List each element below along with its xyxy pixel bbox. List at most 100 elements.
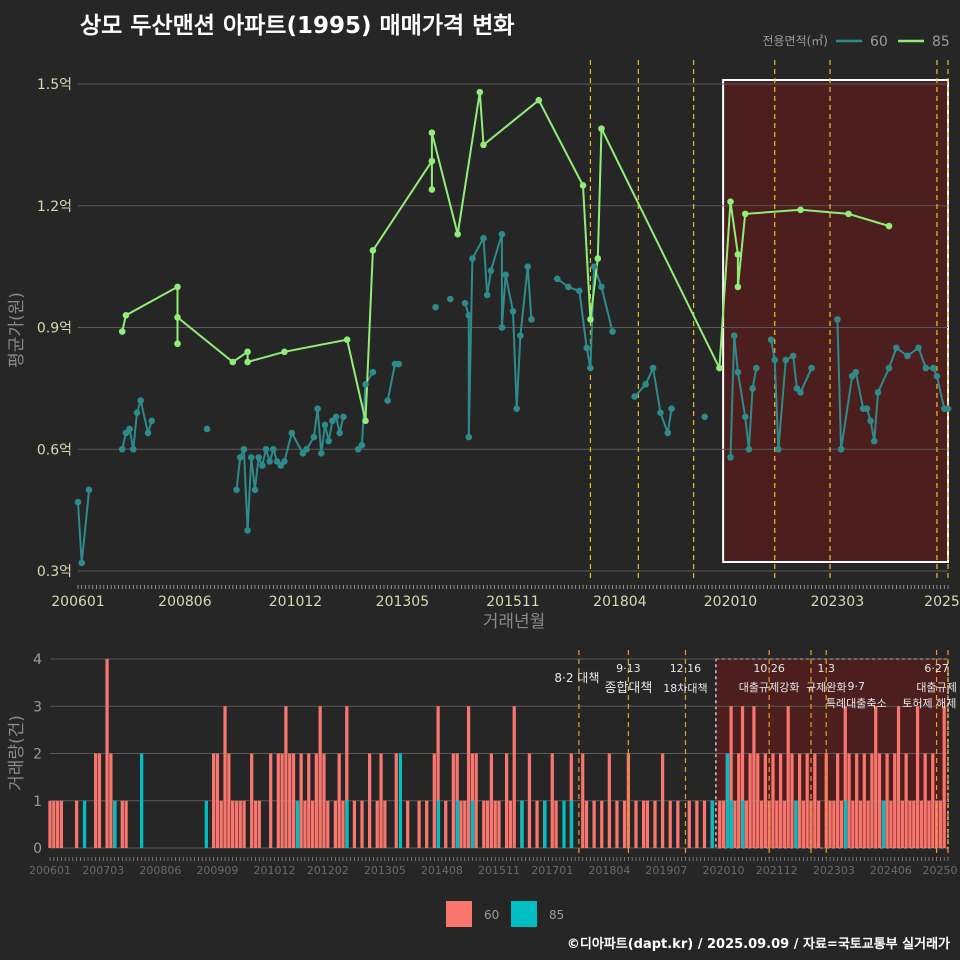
top-point-85 [343, 336, 351, 343]
top-point-85 [244, 348, 251, 356]
bottom-bar-60 [874, 706, 878, 848]
top-point-60 [251, 486, 259, 494]
bottom-bar-60 [797, 753, 802, 848]
bottom-bar-60 [482, 800, 486, 848]
bottom-bar-60 [668, 800, 672, 848]
top-point-60 [78, 559, 85, 567]
bottom-bar-60 [744, 800, 748, 848]
top-point-60 [461, 299, 469, 307]
bottom-bar-60 [912, 800, 916, 848]
bottom-bar-60 [763, 753, 767, 848]
bottom-bar-60 [687, 800, 691, 848]
bottom-bar-85 [204, 800, 208, 848]
bottom-y-tick-label: 2 [33, 747, 42, 763]
bottom-x-tick-label: 200806 [139, 864, 181, 877]
top-y-tick-label: 1.5억 [37, 77, 72, 93]
chart-title: 상모 두산맨션 아파트(1995) 매매가격 변화 [80, 13, 515, 39]
bottom-x-tick-label: 201804 [588, 864, 630, 877]
top-point-60 [502, 271, 509, 279]
bottom-x-tick-label: 201907 [645, 864, 687, 877]
top-point-60 [922, 364, 930, 372]
top-point-60 [465, 433, 473, 441]
top-point-60 [498, 324, 506, 331]
top-point-60 [749, 385, 756, 392]
annotation-date: 6·27 [924, 662, 949, 675]
top-point-85 [476, 88, 484, 96]
top-point-60 [767, 336, 775, 343]
bottom-bar-60 [748, 753, 752, 848]
top-point-60 [395, 360, 403, 368]
bottom-x-tick-label: 201012 [254, 864, 296, 877]
top-point-60 [808, 364, 815, 372]
bottom-bar-60 [360, 800, 364, 848]
bottom-bar-85 [570, 800, 574, 848]
top-point-60 [701, 413, 708, 421]
top-series-line-60 [386, 363, 399, 401]
top-x-axis-label: 거래년월 [483, 612, 546, 632]
bottom-bar-60 [740, 706, 745, 848]
bottom-bar-60 [813, 753, 817, 848]
annotation-text: 토허제 해제 [902, 696, 956, 710]
bottom-bar-60 [775, 800, 779, 848]
bottom-bar-60 [676, 800, 680, 848]
top-point-60 [358, 441, 366, 449]
legend-swatch-85 [511, 901, 537, 927]
bottom-bar-60 [843, 706, 847, 848]
bottom-bar-60 [94, 753, 98, 848]
bottom-bar-85 [710, 800, 715, 848]
top-point-60 [564, 283, 572, 291]
top-point-60 [513, 405, 520, 412]
bottom-bar-60 [314, 753, 318, 848]
top-point-60 [203, 425, 211, 433]
top-point-60 [233, 486, 240, 494]
bottom-bar-60 [855, 753, 859, 848]
bottom-bar-85 [82, 800, 87, 848]
annotation-date: 10·26 [753, 662, 785, 675]
bottom-bar-60 [489, 753, 494, 848]
top-y-tick-label: 0.3억 [37, 564, 72, 580]
bottom-bar-60 [817, 800, 821, 848]
bottom-bar-60 [463, 800, 467, 848]
bottom-policy-layer [578, 650, 949, 858]
bottom-bar-85 [882, 800, 886, 848]
bottom-bar-60 [345, 706, 349, 848]
top-x-tick-label: 201305 [376, 594, 429, 610]
top-point-60 [598, 283, 605, 291]
bottom-bar-60 [508, 800, 513, 848]
bottom-bar-60 [432, 753, 436, 848]
top-point-60 [332, 413, 340, 421]
top-point-60 [384, 397, 391, 404]
bottom-bar-60 [695, 800, 699, 848]
top-point-60 [944, 405, 952, 412]
bottom-bar-85 [562, 800, 566, 848]
bottom-bar-60 [885, 753, 889, 848]
annotation-text: 종합대책 [604, 681, 652, 696]
top-point-85 [716, 364, 723, 372]
bottom-bar-60 [600, 800, 604, 848]
top-point-60 [797, 389, 804, 396]
bottom-bar-60 [436, 706, 440, 848]
bottom-bar-60 [231, 800, 235, 848]
top-point-60 [266, 458, 273, 465]
bottom-x-tick-label: 201511 [478, 864, 520, 877]
top-point-60 [609, 328, 616, 335]
top-point-85 [734, 251, 742, 258]
bottom-bar-60 [527, 753, 532, 848]
bottom-bar-85 [726, 753, 730, 848]
bottom-x-tick-label: 202303 [813, 864, 855, 877]
bottom-bar-60 [554, 800, 558, 848]
bottom-bar-60 [48, 800, 52, 848]
top-point-60 [893, 344, 900, 352]
top-point-60 [432, 303, 439, 311]
annotation-text: 18차대책 [663, 682, 707, 695]
bottom-bar-60 [238, 800, 242, 848]
bottom-x-tick-label: 200909 [196, 864, 238, 877]
top-point-60 [649, 364, 657, 372]
bottom-bar-85 [345, 800, 349, 848]
bottom-bar-60 [288, 753, 292, 848]
top-x-tick-label: 201511 [486, 594, 539, 610]
annotation-text: 대출규제강화 [739, 681, 800, 694]
top-point-60 [362, 381, 369, 388]
bottom-bar-60 [702, 800, 707, 848]
top-point-60 [576, 287, 583, 295]
